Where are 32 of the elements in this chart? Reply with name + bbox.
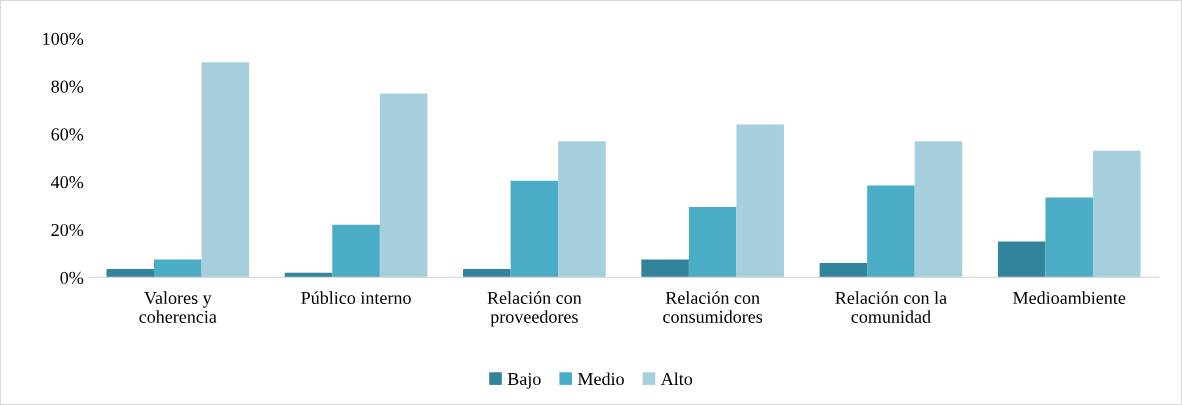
bar	[736, 124, 784, 278]
x-tick-label: Relación con la comunidad	[835, 291, 947, 323]
x-tick-label: Relación con proveedores	[487, 291, 582, 327]
bar	[558, 141, 606, 278]
bar	[154, 259, 202, 278]
bar	[201, 62, 250, 278]
bar	[641, 259, 689, 278]
x-tick-label: Público interno	[301, 291, 411, 305]
bar	[106, 269, 155, 278]
y-tick-label: 80%	[51, 80, 84, 93]
bar	[1092, 150, 1141, 278]
bar	[914, 141, 963, 278]
bar	[1045, 197, 1093, 278]
legend-label: Bajo	[507, 372, 541, 389]
bar	[867, 185, 915, 278]
y-tick-label: 60%	[51, 128, 84, 141]
legend-label: Alto	[660, 372, 693, 386]
bar	[463, 269, 511, 278]
y-tick-label: 0%	[60, 271, 84, 284]
bar	[510, 180, 559, 278]
x-tick-label: Medioambiente	[1013, 291, 1126, 305]
bar	[332, 224, 380, 278]
x-tick-label: Relación con consumidores	[663, 291, 763, 323]
x-tick-label: Valores y coherencia	[139, 291, 217, 323]
y-tick-label: 100%	[43, 32, 84, 45]
bar	[688, 206, 737, 278]
bar	[379, 93, 428, 278]
y-tick-label: 20%	[51, 223, 84, 237]
bar	[819, 263, 868, 278]
y-tick-label: 40%	[51, 176, 84, 189]
bar	[997, 241, 1046, 278]
legend-label: Medio	[577, 372, 624, 386]
